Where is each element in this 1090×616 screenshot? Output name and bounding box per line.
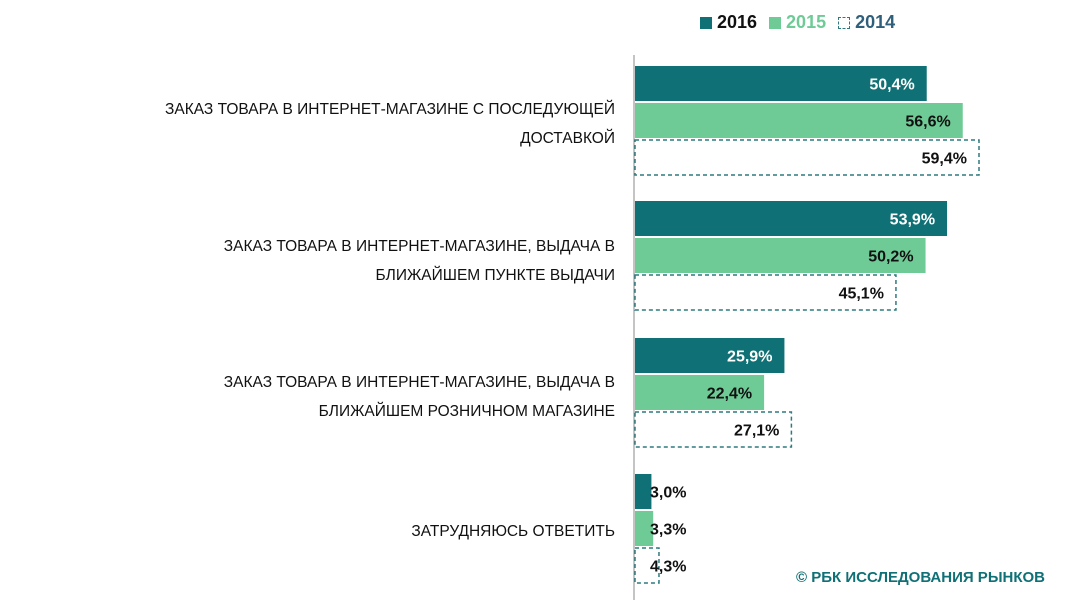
data-label-2014-cat2: 45,1% (839, 286, 884, 303)
bar-2016-cat1 (635, 66, 927, 101)
legend-item-2014: 2014 (838, 12, 895, 33)
legend-item-2015: 2015 (769, 12, 826, 33)
copyright-footer: © РБК ИССЛЕДОВАНИЯ РЫНКОВ (796, 569, 1045, 586)
legend-label-2016: 2016 (717, 12, 758, 32)
legend-label-2014: 2014 (855, 12, 896, 32)
category-label-hard-to-say: ЗАТРУДНЯЮСЬ ОТВЕТИТЬ (411, 523, 615, 540)
data-label-2015-cat1: 56,6% (905, 114, 950, 131)
bar-2016-cat3 (635, 338, 785, 373)
category-label-pickup-point: ЗАКАЗ ТОВАРА В ИНТЕРНЕТ-МАГАЗИНЕ, ВЫДАЧА… (223, 238, 615, 284)
chart-legend: 2016 2015 2014 (700, 12, 907, 33)
bar-2016-cat2 (635, 201, 948, 236)
data-label-2014-cat3: 27,1% (734, 423, 779, 440)
bar-2014-cat2 (634, 274, 897, 311)
data-label-2015-cat2: 50,2% (868, 249, 913, 266)
bar-2016-cat4 (635, 474, 652, 509)
category-label-retail-store: ЗАКАЗ ТОВАРА В ИНТЕРНЕТ-МАГАЗИНЕ, ВЫДАЧА… (223, 374, 615, 420)
data-label-2015-cat4: 3,3% (650, 522, 686, 539)
bar-2014-cat1 (634, 139, 980, 176)
legend-swatch-2016 (700, 16, 712, 29)
legend-swatch-2014 (838, 16, 851, 29)
bar-2014-cat4 (634, 547, 660, 584)
bar-2015-cat1 (635, 103, 963, 138)
data-label-2014-cat1: 59,4% (922, 151, 967, 168)
bar-2014-cat3 (634, 411, 793, 448)
data-label-2015-cat3: 22,4% (707, 386, 752, 403)
data-label-2016-cat1: 50,4% (869, 77, 914, 94)
data-label-2016-cat2: 53,9% (890, 212, 935, 229)
bar-2015-cat3 (635, 375, 765, 410)
bar-2015-cat4 (635, 511, 654, 546)
legend-label-2015: 2015 (786, 12, 827, 32)
data-label-2014-cat4: 4,3% (650, 559, 686, 576)
data-label-2016-cat4: 3,0% (650, 485, 686, 502)
bar-2015-cat2 (635, 238, 926, 273)
data-label-2016-cat3: 25,9% (727, 349, 772, 366)
legend-item-2016: 2016 (700, 12, 757, 33)
legend-swatch-2015 (769, 16, 782, 29)
category-label-home-delivery: ЗАКАЗ ТОВАРА В ИНТЕРНЕТ-МАГАЗИНЕ С ПОСЛЕ… (165, 101, 615, 147)
